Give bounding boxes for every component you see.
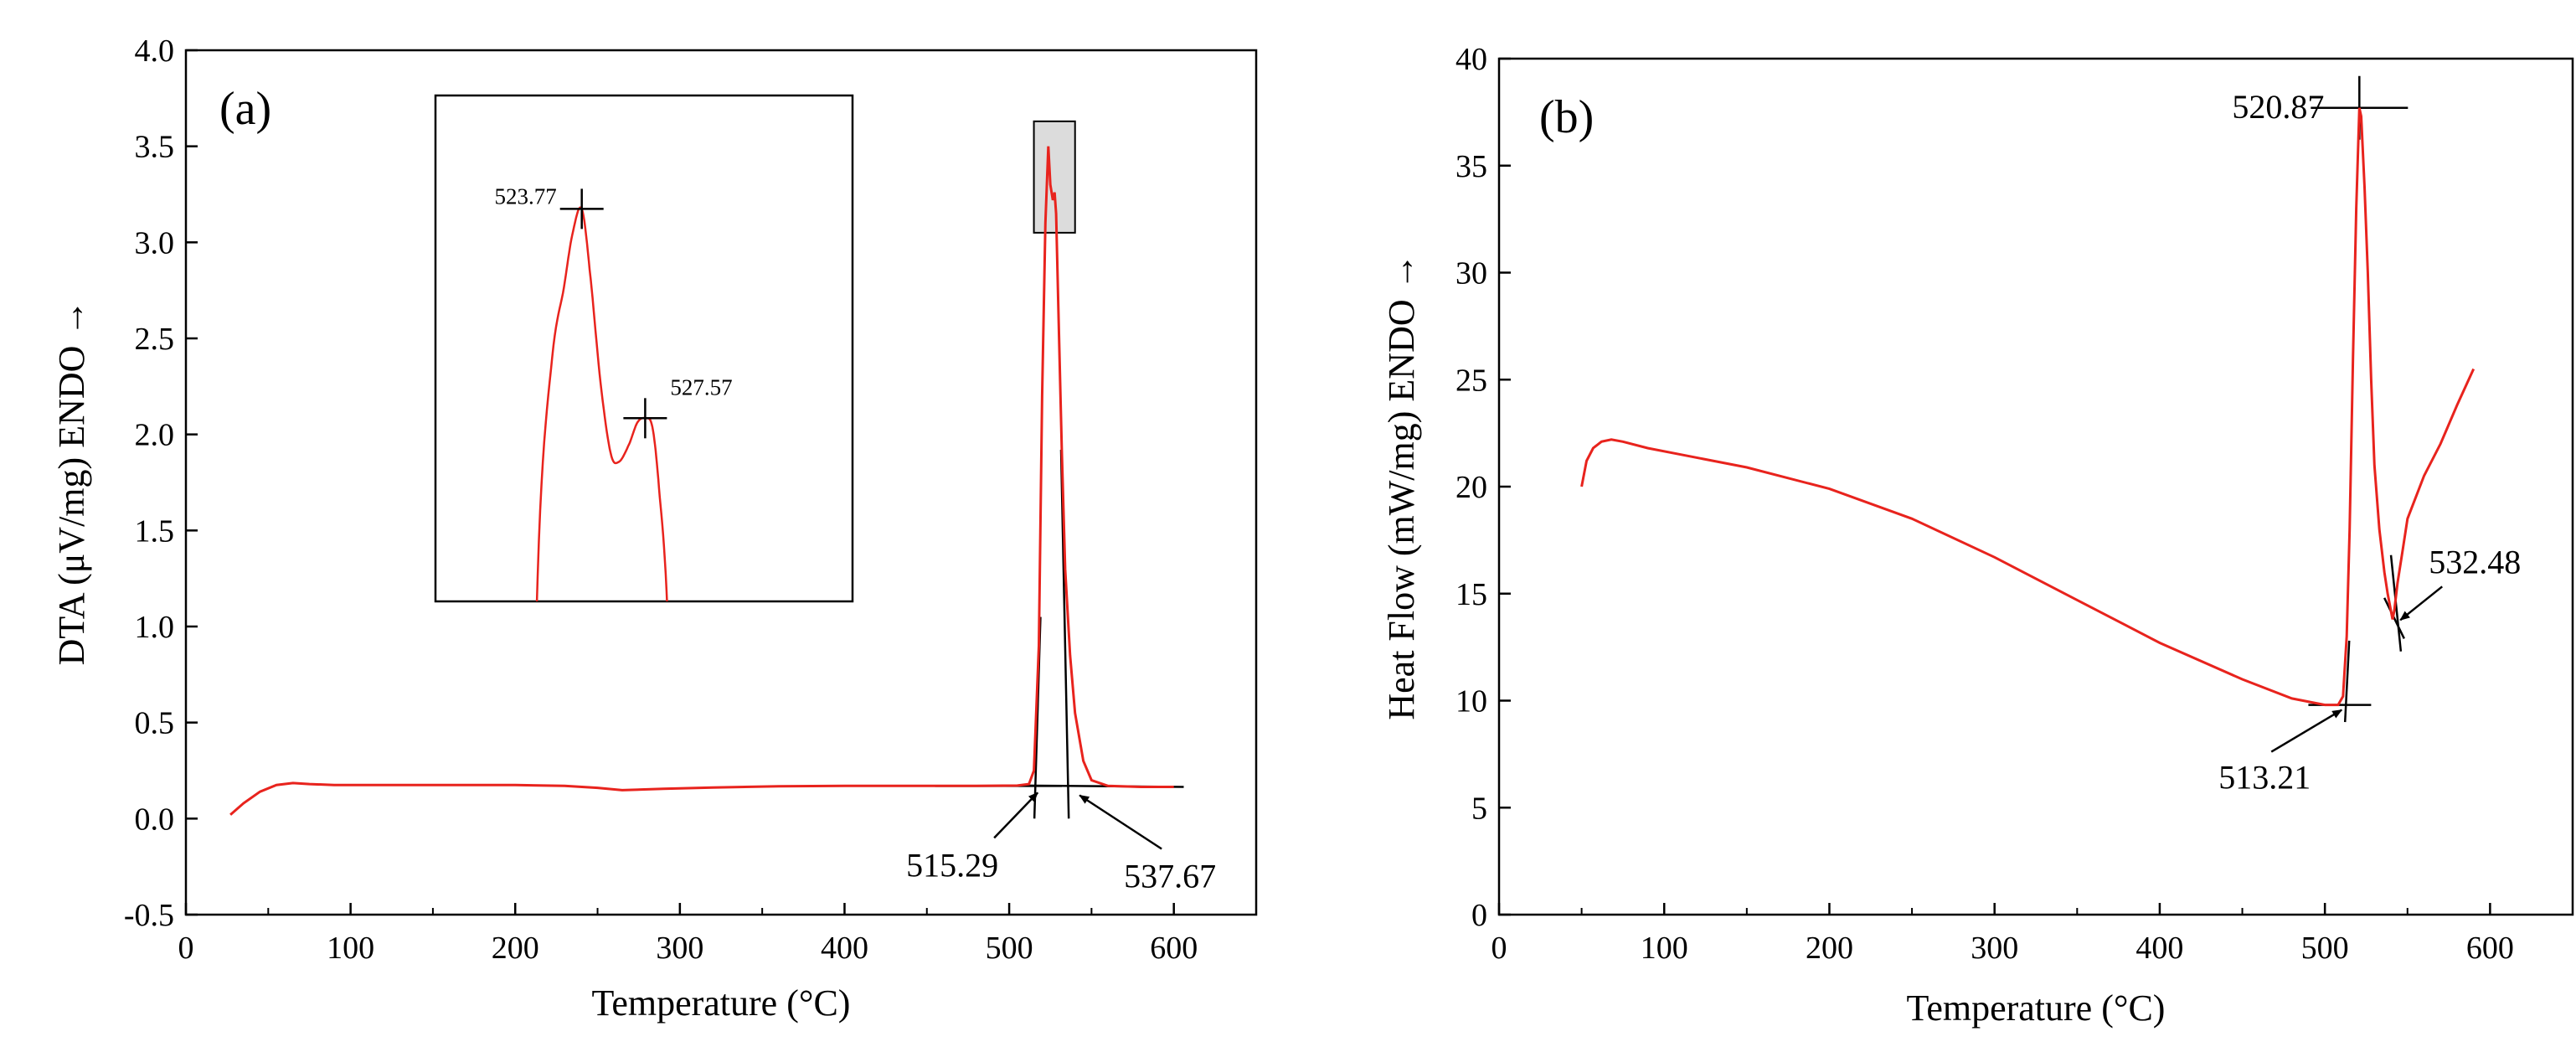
chart-b-y-tick-label: 5 (1471, 791, 1487, 826)
chart-b-x-axis-title: Temperature (°C) (1907, 988, 2166, 1029)
chart-a-x-tick-label: 200 (492, 931, 539, 966)
chart-a-inset-frame (434, 94, 854, 603)
chart-a-x-tick-label: 600 (1150, 931, 1198, 966)
chart-a-arrow-end (1079, 794, 1162, 850)
chart-a-inset-curve (535, 206, 668, 601)
chart-a-x-axis-title: Temperature (°C) (592, 982, 851, 1024)
chart-b-y-axis-title: Heat Flow (mW/mg) ENDO → (1381, 253, 1422, 719)
chart-a-y-tick-label: 0.0 (135, 802, 175, 837)
chart-b-x-tick-label: 400 (2136, 931, 2183, 966)
chart-a-y-tick-label: 0.5 (135, 706, 175, 741)
chart-a-x-axis: 0 100 200 300 400 500 600 (178, 903, 1198, 966)
chart-b-panel-label: (b) (1539, 91, 1594, 143)
chart-a-inset-peak-marker-2 (623, 398, 667, 439)
chart-b-arrow-onset (2270, 709, 2343, 753)
chart-a-x-tick-label: 0 (178, 931, 194, 966)
chart-b-end-baseline (2383, 597, 2405, 639)
chart-a-y-axis: -0.5 0.0 0.5 1.0 1.5 2.0 2.5 3.0 3.5 4.0 (124, 34, 198, 933)
chart-b-arrow-end (2399, 585, 2443, 621)
chart-a-y-tick-label: 1.5 (135, 513, 175, 549)
chart-a-y-tick-label: 3.5 (135, 130, 175, 165)
chart-a-x-tick-label: 500 (986, 931, 1033, 966)
chart-b-x-axis: 0 100 200 300 400 500 600 (1492, 903, 2514, 966)
chart-b-x-tick-label: 100 (1641, 931, 1688, 966)
chart-b-y-tick-label: 40 (1455, 42, 1487, 77)
chart-a-y-tick-label: 2.0 (135, 418, 175, 453)
chart-b-x-tick-label: 300 (1971, 931, 2018, 966)
chart-b-y-tick-label: 20 (1455, 470, 1487, 505)
chart-a-y-tick-label: 4.0 (135, 34, 175, 69)
chart-a-inset-peak-label-2: 527.57 (670, 374, 732, 400)
chart-b-annotation-peak: 520.87 (2232, 88, 2324, 126)
chart-b-x-tick-label: 200 (1806, 931, 1853, 966)
chart-a-plot-frame (184, 49, 1258, 916)
chart-a-annotation-end: 537.67 (1124, 857, 1216, 895)
chart-a-dta-curve (229, 146, 1174, 816)
chart-a-x-tick-label: 300 (656, 931, 703, 966)
chart-b-x-tick-label: 600 (2466, 931, 2514, 966)
chart-b-y-tick-label: 35 (1455, 149, 1487, 184)
chart-b-y-tick-label: 15 (1455, 577, 1487, 612)
chart-a-y-tick-label: 2.5 (135, 322, 175, 357)
chart-b-y-tick-label: 0 (1471, 898, 1487, 933)
chart-a-inset-peak-label-1: 523.77 (494, 183, 556, 209)
chart-a-x-tick-label: 100 (327, 931, 374, 966)
chart-b-y-axis: 0 5 10 15 20 25 30 35 40 (1455, 42, 1511, 933)
chart-a-y-tick-label: 3.0 (135, 225, 175, 260)
chart-b-y-tick-label: 30 (1455, 256, 1487, 291)
chart-a-peak-highlight-box (1033, 120, 1076, 234)
chart-b-onset-tangent (2343, 640, 2351, 723)
chart-b: 0 100 200 300 400 500 600 0 5 10 15 20 25 30 35 40 (b)… (1381, 42, 2574, 1029)
chart-a-inset: 523.77 527.57 (434, 94, 854, 603)
chart-b-x-tick-label: 500 (2301, 931, 2349, 966)
chart-a-arrow-onset (993, 792, 1039, 839)
chart-a-y-tick-label: -0.5 (124, 898, 174, 933)
chart-a-annotation-onset: 515.29 (906, 846, 998, 884)
chart-b-y-tick-label: 25 (1455, 363, 1487, 398)
chart-b-annotation-onset: 513.21 (2218, 759, 2311, 797)
chart-a-x-tick-label: 400 (821, 931, 868, 966)
chart-a: 0 100 200 300 400 500 600 -0.5 0.0 0.5 1.0 1.5 2.0 2… (51, 34, 1258, 1024)
chart-a-y-tick-label: 1.0 (135, 610, 175, 645)
chart-b-y-tick-label: 10 (1455, 684, 1487, 719)
chart-a-y-axis-title: DTA (μV/mg) ENDO → (51, 300, 92, 666)
chart-b-annotation-end: 532.48 (2429, 543, 2521, 580)
chart-a-inset-peak-marker-1 (559, 188, 604, 229)
chart-a-panel-label: (a) (219, 83, 271, 135)
chart-a-tangent-lines (935, 449, 1184, 819)
chart-b-plot-frame (1497, 57, 2574, 916)
chart-b-heat-flow-curve (1580, 107, 2476, 707)
chart-b-x-tick-label: 0 (1492, 931, 1507, 966)
